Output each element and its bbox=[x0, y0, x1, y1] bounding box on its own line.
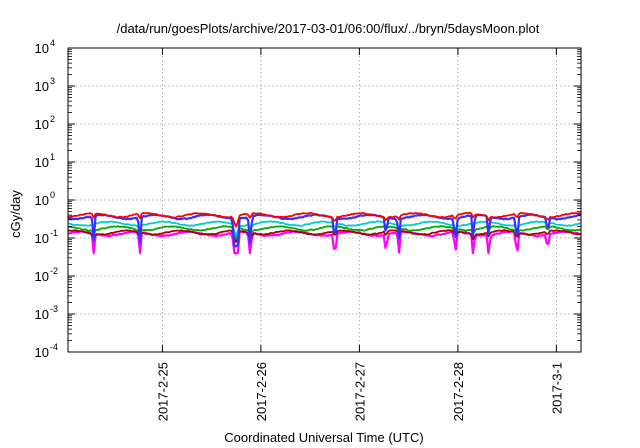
y-tick-exponent: 2 bbox=[50, 114, 55, 124]
x-tick-label: 2017-3-1 bbox=[549, 362, 564, 414]
x-tick-label: 2017-2-28 bbox=[451, 362, 466, 421]
y-tick-label: 10 bbox=[35, 307, 49, 322]
y-tick-label: 10 bbox=[35, 231, 49, 246]
data-series-line bbox=[67, 225, 582, 240]
x-tick-label: 2017-2-26 bbox=[254, 362, 269, 421]
data-series-line bbox=[67, 229, 582, 243]
y-tick-label: 10 bbox=[35, 193, 49, 208]
y-tick-exponent: -4 bbox=[50, 342, 58, 352]
y-tick-label: 10 bbox=[35, 155, 49, 170]
x-tick-label: 2017-2-27 bbox=[352, 362, 367, 421]
x-axis: 2017-2-25 2017-2-26 2017-2-27 2017-2-28 2017… bbox=[155, 48, 564, 421]
y-tick-label: 10 bbox=[35, 345, 49, 360]
y-tick-exponent: 4 bbox=[50, 38, 55, 48]
data-series bbox=[67, 211, 582, 255]
y-tick-exponent: 1 bbox=[50, 152, 55, 162]
y-tick-label: 10 bbox=[35, 79, 49, 94]
y-tick-label: 10 bbox=[35, 269, 49, 284]
grid-lines bbox=[68, 48, 581, 352]
x-tick-label: 2017-2-25 bbox=[155, 362, 170, 421]
y-tick-exponent: -1 bbox=[50, 228, 58, 238]
y-tick-exponent: -3 bbox=[50, 304, 58, 314]
x-axis-title: Coordinated Universal Time (UTC) bbox=[224, 430, 423, 445]
y-tick-label: 10 bbox=[35, 41, 49, 56]
data-series-line bbox=[67, 220, 582, 237]
y-axis-title: cGy/day bbox=[8, 190, 23, 238]
data-series-line bbox=[67, 211, 582, 228]
y-tick-label: 10 bbox=[35, 117, 49, 132]
y-tick-exponent: 0 bbox=[50, 190, 55, 200]
y-tick-exponent: 3 bbox=[50, 76, 55, 86]
chart-title: /data/run/goesPlots/archive/2017-03-01/0… bbox=[117, 21, 540, 36]
y-tick-exponent: -2 bbox=[50, 266, 58, 276]
